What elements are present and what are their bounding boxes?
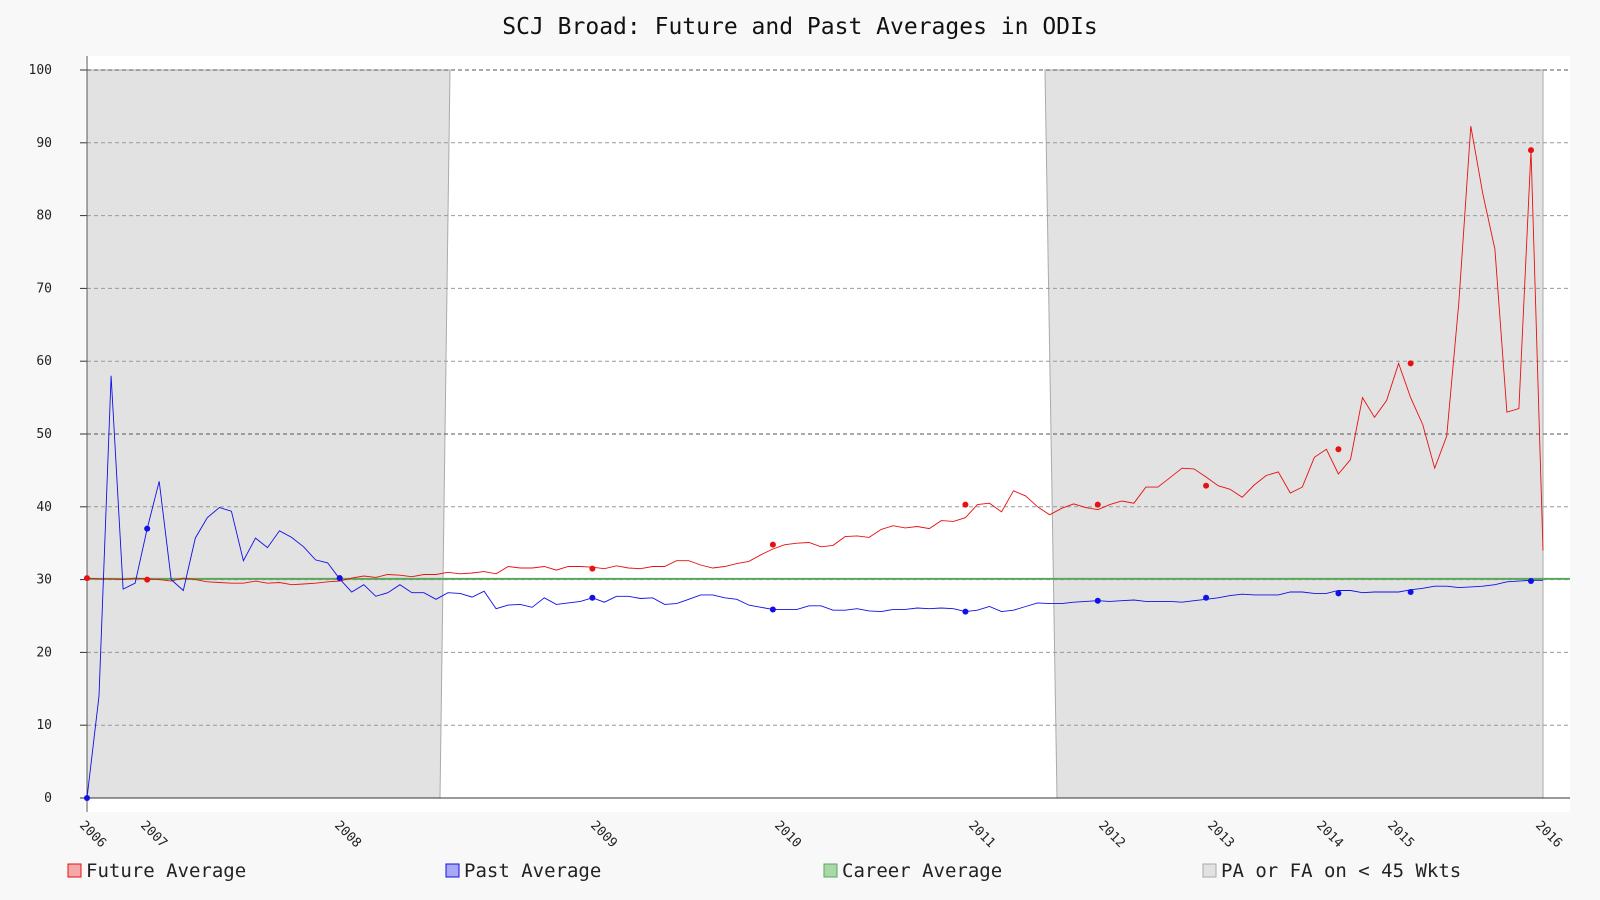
chart-title: SCJ Broad: Future and Past Averages in O… — [502, 14, 1097, 40]
y-tick-label: 30 — [36, 573, 52, 588]
y-tick-label: 100 — [29, 63, 52, 78]
future-average-point — [589, 565, 596, 572]
past-average-point — [962, 608, 969, 615]
x-tick-label: 2010 — [771, 818, 804, 851]
y-tick-label: 90 — [36, 136, 52, 151]
y-tick-label: 60 — [36, 354, 52, 369]
legend-item-shade: PA or FA on < 45 Wkts — [1202, 860, 1461, 882]
future-average-point — [144, 576, 151, 583]
x-tick-label: 2008 — [331, 818, 364, 851]
legend-label-future: Future Average — [86, 860, 246, 882]
past-average-line — [86, 375, 1543, 799]
future-average-point — [769, 541, 776, 548]
x-tick-label: 2007 — [137, 818, 170, 851]
legend-swatch-future — [67, 863, 82, 878]
future-average-line — [86, 126, 1544, 586]
past-average-point — [1335, 590, 1342, 597]
past-average-point — [1527, 578, 1534, 585]
y-tick-label: 10 — [36, 718, 52, 733]
legend-item-career: Career Average — [823, 860, 1002, 882]
past-average-point — [1094, 597, 1101, 604]
past-average-point — [769, 606, 776, 613]
x-tick-label: 2015 — [1384, 818, 1417, 851]
future-average-point — [962, 501, 969, 508]
y-tick-label: 80 — [36, 209, 52, 224]
x-tick-label: 2012 — [1095, 818, 1128, 851]
legend-swatch-past — [445, 863, 460, 878]
legend: Future Average Past Average Career Avera… — [67, 860, 1461, 882]
past-average-point — [84, 795, 90, 801]
legend-label-past: Past Average — [464, 860, 601, 882]
future-average-point — [1203, 482, 1210, 489]
x-tick-label: 2009 — [587, 818, 620, 851]
legend-label-career: Career Average — [842, 860, 1002, 882]
x-tick-label: 2006 — [76, 818, 109, 851]
series — [84, 126, 1544, 801]
x-tick-label: 2011 — [965, 818, 998, 851]
y-tick-label: 70 — [36, 281, 52, 296]
y-tick-label: 0 — [44, 791, 52, 806]
past-average-point — [589, 594, 596, 601]
legend-item-past: Past Average — [445, 860, 601, 882]
legend-label-shade: PA or FA on < 45 Wkts — [1221, 860, 1461, 882]
y-tick-label: 50 — [36, 427, 52, 442]
past-average-point — [336, 575, 343, 582]
legend-item-future: Future Average — [67, 860, 246, 882]
past-average-point — [1407, 588, 1414, 595]
x-tick-label: 2013 — [1204, 818, 1237, 851]
legend-swatch-career — [823, 863, 838, 878]
legend-swatch-shade — [1202, 863, 1217, 878]
y-tick-label: 40 — [36, 500, 52, 515]
past-average-point — [1203, 594, 1210, 601]
future-average-point — [84, 575, 90, 582]
future-average-point — [1407, 360, 1414, 367]
future-average-point — [1527, 147, 1534, 154]
x-tick-label: 2016 — [1532, 818, 1565, 851]
future-average-point — [1335, 446, 1342, 453]
y-tick-label: 20 — [36, 645, 52, 660]
future-average-point — [1094, 501, 1101, 508]
x-tick-label: 2014 — [1313, 818, 1346, 851]
past-average-point — [144, 525, 151, 532]
y-axis: 0 10 20 30 40 50 60 70 80 90 100 — [29, 56, 88, 812]
